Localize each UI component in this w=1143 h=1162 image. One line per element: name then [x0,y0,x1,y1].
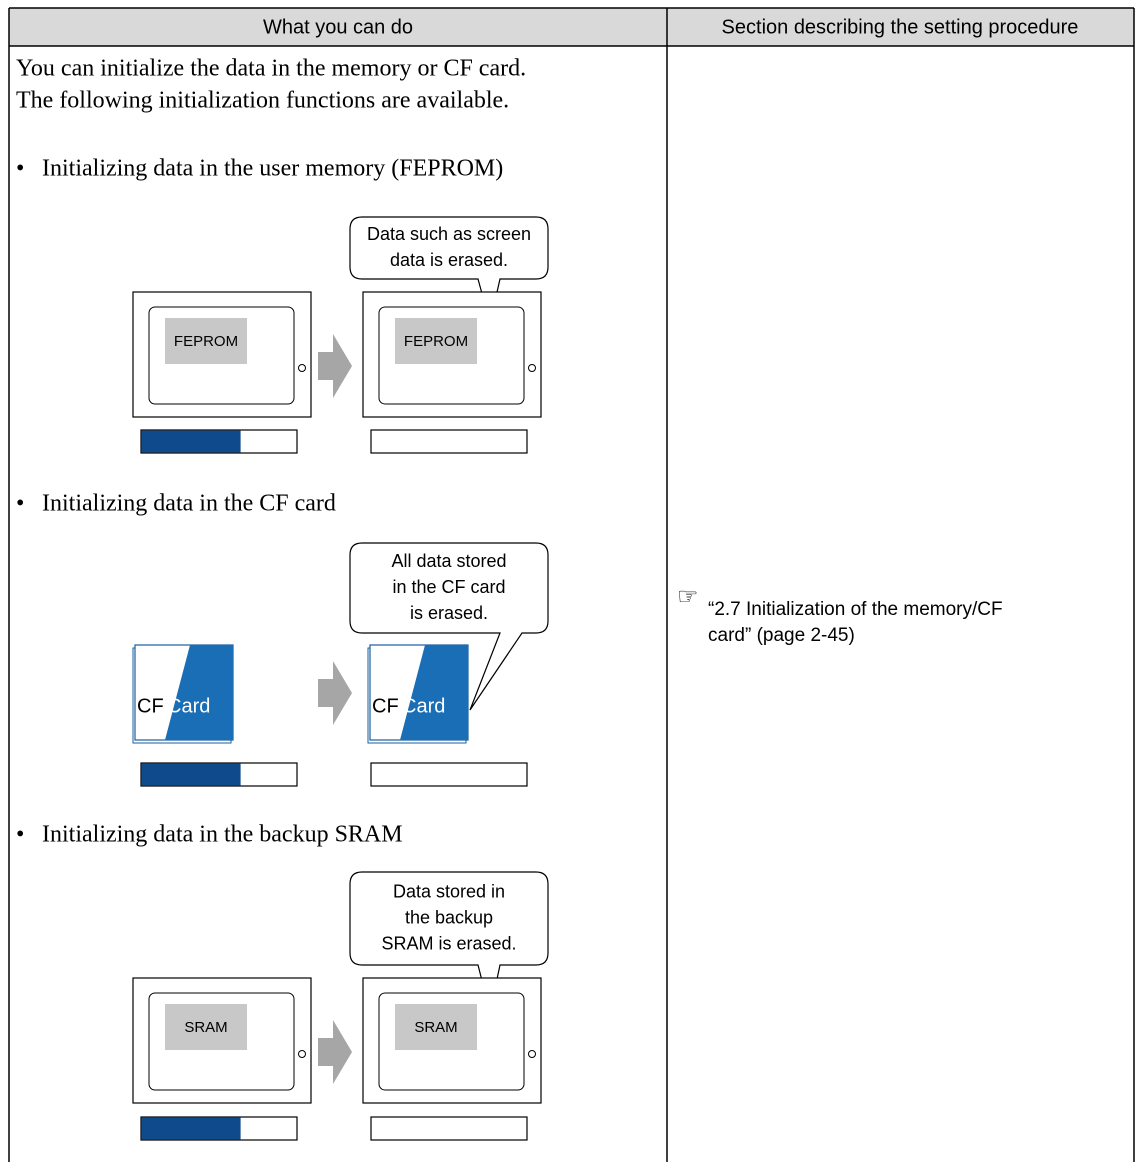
bullet: • [16,822,24,848]
callout-text: in the CF card [392,577,505,597]
reference-text: “2.7 Initialization of the memory/CF [708,599,1003,620]
table-borders [8,7,1135,1162]
callout-text: the backup [405,907,493,927]
memory-label: SRAM [414,1019,457,1036]
progress-bar [370,429,528,454]
intro-line: You can initialize the data in the memor… [16,56,526,82]
intro-line: The following initialization functions a… [16,88,509,114]
item-title: Initializing data in the user memory (FE… [42,156,503,182]
progress-fill [141,1117,241,1140]
memory-label: FEPROM [404,333,468,350]
card-stripe [165,645,233,740]
card-label: Card [402,695,445,717]
item-title: Initializing data in the backup SRAM [42,822,403,848]
callout-text: is erased. [410,603,488,623]
monitor-button [528,1050,536,1058]
header-cell: Section describing the setting procedure [722,16,1079,38]
progress-fill [141,763,241,786]
memory-block [165,318,247,364]
callout-text: Data such as screen [367,224,531,244]
bullet: • [16,491,24,517]
arrow [318,661,352,725]
monitor-button [298,364,306,372]
reference-icon: ☞ [677,583,699,610]
arrow [318,1020,352,1084]
memory-block [395,1004,477,1050]
card-label: Card [167,695,210,717]
progress-fill [141,430,241,453]
card-label: CF [372,695,399,717]
memory-label: SRAM [184,1019,227,1036]
reference-text: card” (page 2-45) [708,625,855,646]
item-title: Initializing data in the CF card [42,491,336,517]
progress-bar [370,1116,528,1141]
callout-text: All data stored [391,551,506,571]
callout [349,542,549,711]
card-label: CF [137,695,164,717]
card-stripe [400,645,468,740]
arrow [318,334,352,398]
callout-text: data is erased. [390,250,508,270]
monitor-button [298,1050,306,1058]
monitor-button [528,364,536,372]
bullet: • [16,156,24,182]
callout-text: SRAM is erased. [381,933,516,953]
callout-text: Data stored in [393,881,505,901]
header-cell: What you can do [263,16,413,38]
memory-block [165,1004,247,1050]
memory-label: FEPROM [174,333,238,350]
header-bg [9,8,1134,46]
memory-block [395,318,477,364]
progress-bar [370,762,528,787]
